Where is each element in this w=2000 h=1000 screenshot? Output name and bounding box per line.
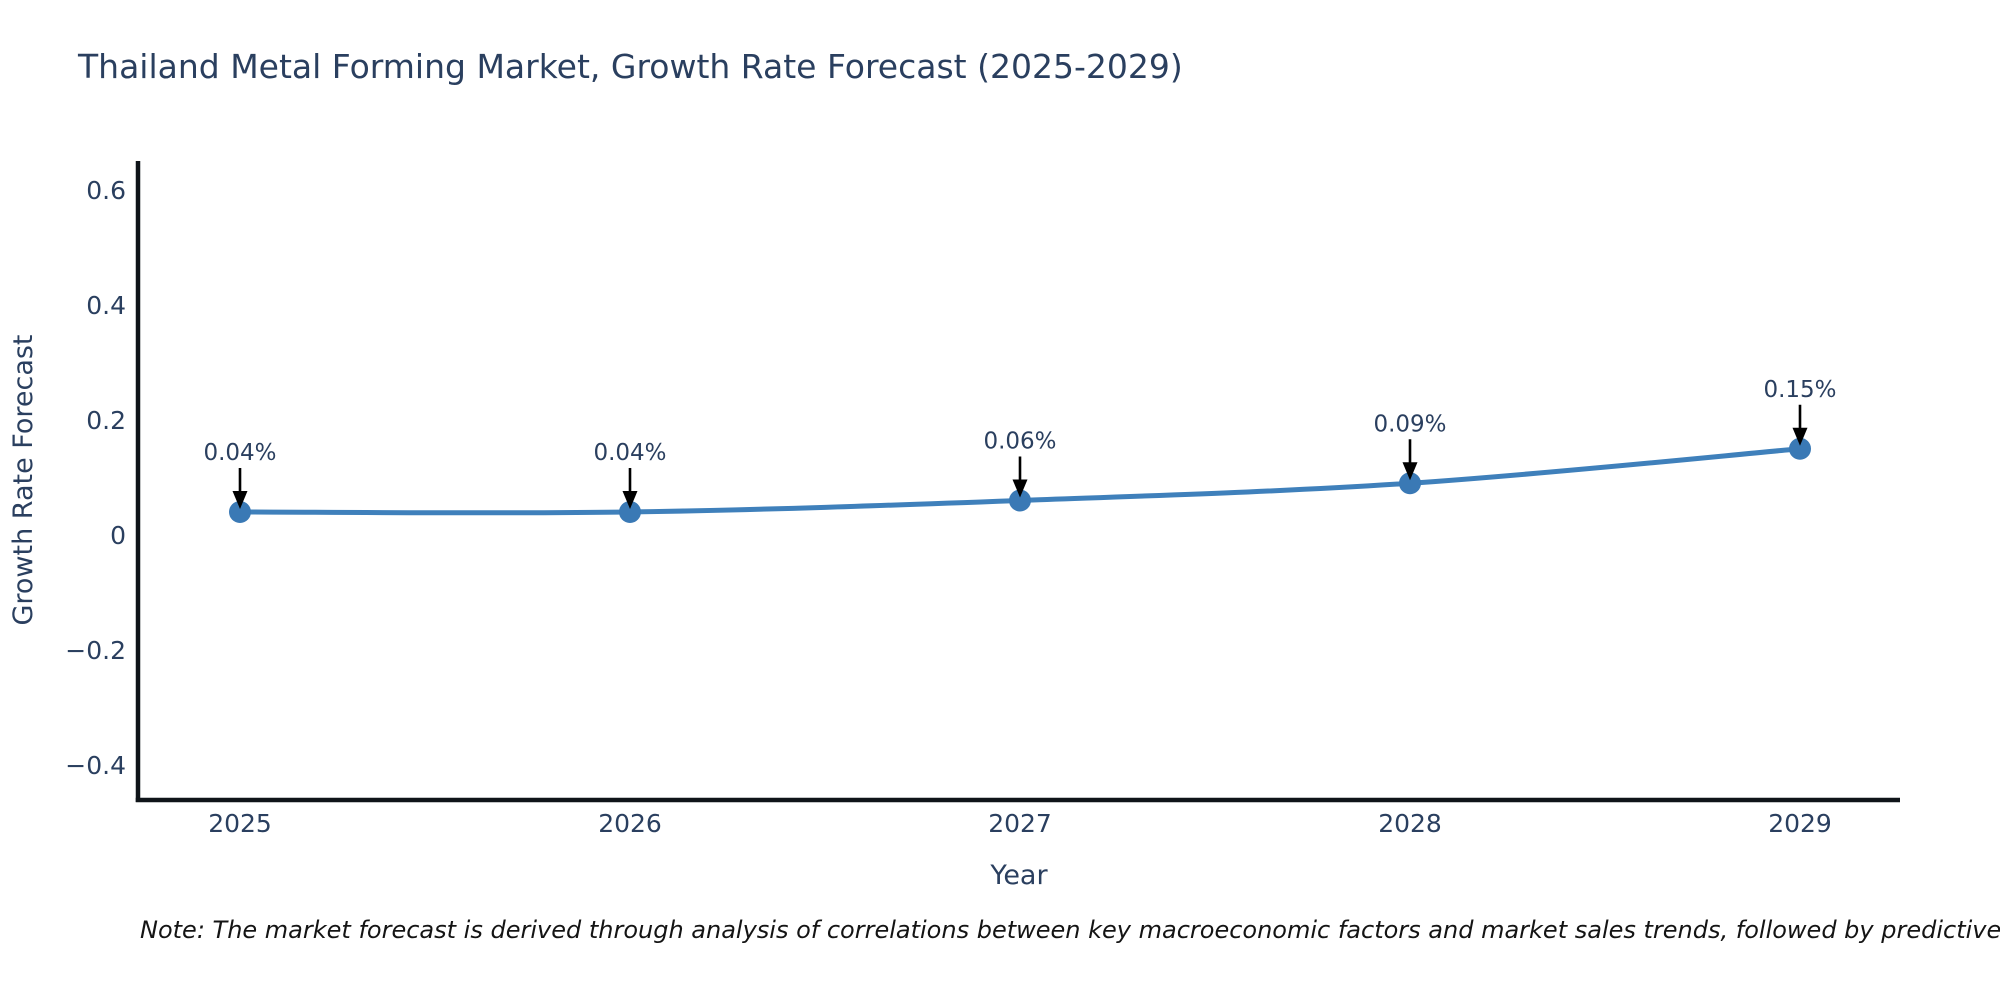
x-tick-label: 2027 xyxy=(988,809,1052,838)
point-annotation-label: 0.09% xyxy=(1373,411,1446,437)
data-point-marker xyxy=(1789,437,1811,460)
point-annotation-label: 0.04% xyxy=(593,440,666,466)
annotation-arrowhead xyxy=(1792,427,1808,446)
y-tick-label: 0 xyxy=(110,521,126,550)
data-point-marker xyxy=(1399,472,1421,495)
y-tick-label: 0.4 xyxy=(86,291,126,320)
y-tick-label: −0.2 xyxy=(65,636,126,665)
x-tick-label: 2025 xyxy=(208,809,272,838)
tick-labels: 0.6 0.4 0.2 0 −0.2 −0.4 2025 2026 2027 2028 2029 xyxy=(65,176,1832,838)
y-tick-label: 0.2 xyxy=(86,406,126,435)
y-axis-title: Growth Rate Forecast xyxy=(8,334,39,625)
footnote: Note: The market forecast is derived thr… xyxy=(140,916,2000,944)
annotation-arrowhead xyxy=(232,491,248,509)
annotation-arrowhead xyxy=(622,491,638,509)
annotation-arrowhead xyxy=(1012,479,1028,498)
y-tick-label: −0.4 xyxy=(65,751,126,780)
point-annotation-label: 0.15% xyxy=(1763,377,1836,403)
point-annotation: 0.04% xyxy=(203,440,277,509)
chart-title: Thailand Metal Forming Market, Growth Ra… xyxy=(77,47,1183,86)
point-annotation-label: 0.06% xyxy=(983,429,1056,455)
point-annotation-label: 0.04% xyxy=(203,440,276,466)
x-axis-title: Year xyxy=(989,860,1048,891)
point-annotation: 0.04% xyxy=(593,440,667,509)
data-point-marker xyxy=(1009,489,1031,512)
point-annotations: 0.04% 0.04% 0.06% 0.09% 0.15% xyxy=(203,377,1837,509)
line-series xyxy=(229,437,1811,523)
y-tick-label: 0.6 xyxy=(86,176,126,205)
x-tick-label: 2026 xyxy=(598,809,662,838)
point-annotation: 0.06% xyxy=(983,429,1057,498)
data-point-marker xyxy=(229,501,251,523)
point-annotation: 0.15% xyxy=(1763,377,1837,446)
data-point-marker xyxy=(619,501,641,523)
axes xyxy=(135,161,1900,803)
point-annotation: 0.09% xyxy=(1373,411,1447,481)
x-tick-label: 2028 xyxy=(1378,809,1442,838)
annotation-arrowhead xyxy=(1402,462,1418,481)
x-tick-label: 2029 xyxy=(1768,809,1832,838)
